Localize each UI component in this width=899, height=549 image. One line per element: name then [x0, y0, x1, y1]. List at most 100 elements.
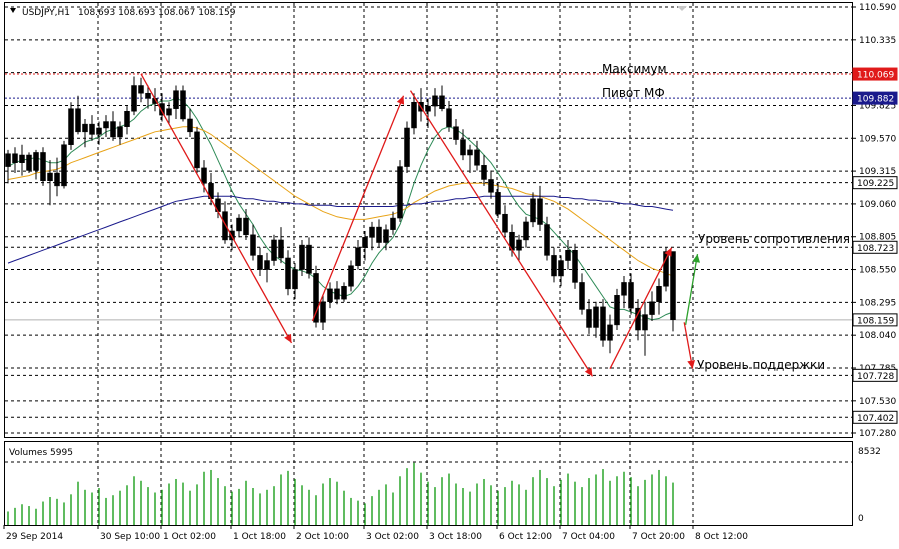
candle-body	[201, 167, 207, 184]
ohlc-label: 108.693 108.693 108.067 108.159	[78, 8, 236, 18]
resistance-annotation: Уровень сопротивления	[698, 232, 850, 246]
candle-body	[194, 131, 200, 169]
candle-body	[439, 95, 445, 109]
candle-body	[327, 288, 333, 302]
volume-bars	[7, 462, 674, 525]
candle-body	[61, 144, 67, 187]
price-tick-label: 108.295	[859, 298, 896, 308]
level-label-box-current	[852, 313, 898, 327]
candle-body	[110, 121, 116, 138]
time-tick-label: 7 Oct 20:00	[632, 532, 685, 542]
candle-body	[19, 154, 25, 163]
price-tick-label: 110.590	[859, 3, 896, 13]
candle-body	[292, 269, 298, 290]
price-tick-label: 108.550	[859, 266, 896, 276]
candle-body	[250, 234, 256, 256]
candle-body	[278, 239, 284, 259]
candle-body	[131, 85, 137, 112]
candle-body	[180, 90, 186, 120]
candle-body	[236, 217, 242, 232]
time-tick-label: 7 Oct 04:00	[562, 532, 615, 542]
trend-line	[609, 247, 673, 369]
level-label-box-maximum	[852, 67, 898, 81]
candle-body	[145, 92, 151, 99]
main-panel-frame	[4, 2, 853, 438]
candle-body	[523, 221, 529, 241]
candle-body	[551, 255, 557, 277]
price-tick-label: 110.335	[859, 36, 896, 46]
trend-arrowhead	[584, 367, 593, 377]
price-tick-label: 107.280	[859, 429, 896, 439]
candle-body	[488, 179, 494, 193]
candle-body	[75, 108, 81, 133]
candle-body	[670, 251, 676, 320]
candle-body	[600, 306, 606, 341]
time-tick-label: 1 Oct 18:00	[233, 532, 286, 542]
candle-body	[558, 260, 564, 277]
candle-body	[446, 108, 452, 127]
candle-body	[404, 127, 410, 167]
candle-body	[369, 226, 375, 238]
trend-arrowhead	[664, 247, 672, 257]
candle-body	[138, 85, 144, 94]
candle-body	[474, 149, 480, 166]
candle-body	[285, 257, 291, 290]
candle-body	[649, 301, 655, 315]
trend-line	[409, 90, 594, 377]
maximum-annotation: Максимум	[602, 62, 667, 76]
price-tick-label: 108.040	[859, 331, 896, 341]
candle-body	[502, 213, 508, 233]
price-axis: 110.590110.335110.080109.825109.570109.3…	[852, 3, 898, 439]
candle-body	[12, 153, 18, 163]
price-tick-label: 109.060	[859, 200, 896, 210]
candle-body	[40, 152, 46, 181]
candle-body	[313, 273, 319, 323]
candle-body	[306, 244, 312, 274]
candle-body	[453, 126, 459, 140]
ma-line	[7, 195, 674, 264]
candle-body	[607, 324, 613, 341]
candle-body	[544, 224, 550, 256]
candles	[5, 76, 676, 356]
candle-body	[362, 237, 368, 248]
candle-body	[432, 95, 438, 107]
time-tick-label: 1 Oct 02:00	[163, 532, 216, 542]
candle-body	[103, 121, 109, 129]
time-tick-label: 3 Oct 02:00	[366, 532, 419, 542]
volume-max-label: 8532	[858, 447, 881, 457]
level-label-maximum: 110.069	[857, 71, 894, 81]
candle-body	[89, 123, 95, 135]
price-tick-label: 109.825	[859, 101, 896, 111]
candle-body	[320, 301, 326, 323]
candle-body	[222, 211, 228, 241]
candle-body	[5, 153, 11, 167]
level-label-pivot: 109.882	[857, 95, 894, 105]
time-axis: 29 Sep 2014 30 Sep 10:00 1 Oct 02:00 1 Oct …	[3, 525, 748, 542]
scroll-indicator-icon[interactable]	[677, 6, 687, 11]
volume-zero-label: 0	[858, 514, 864, 524]
candle-body	[54, 172, 60, 187]
trend-line	[684, 253, 699, 325]
candle-body	[348, 265, 354, 287]
candle-body	[390, 217, 396, 230]
candle-body	[82, 123, 88, 133]
candle-body	[537, 198, 543, 225]
candle-body	[642, 314, 648, 331]
candle-body	[572, 249, 578, 283]
candle-body	[376, 226, 382, 243]
candle-body	[334, 288, 340, 300]
candle-body	[33, 152, 39, 171]
time-tick-label: 30 Sep 10:00	[100, 532, 160, 542]
candle-body	[166, 108, 172, 116]
candle-body	[68, 108, 74, 145]
ma-line	[7, 126, 674, 277]
trend-line	[140, 73, 293, 344]
candle-body	[656, 286, 662, 302]
candle-body	[26, 154, 32, 171]
time-tick-label: 3 Oct 18:00	[429, 532, 482, 542]
symbol-label: USDJPY,H1	[22, 8, 70, 18]
trend-arrowhead	[284, 333, 292, 343]
candle-body	[565, 249, 571, 261]
